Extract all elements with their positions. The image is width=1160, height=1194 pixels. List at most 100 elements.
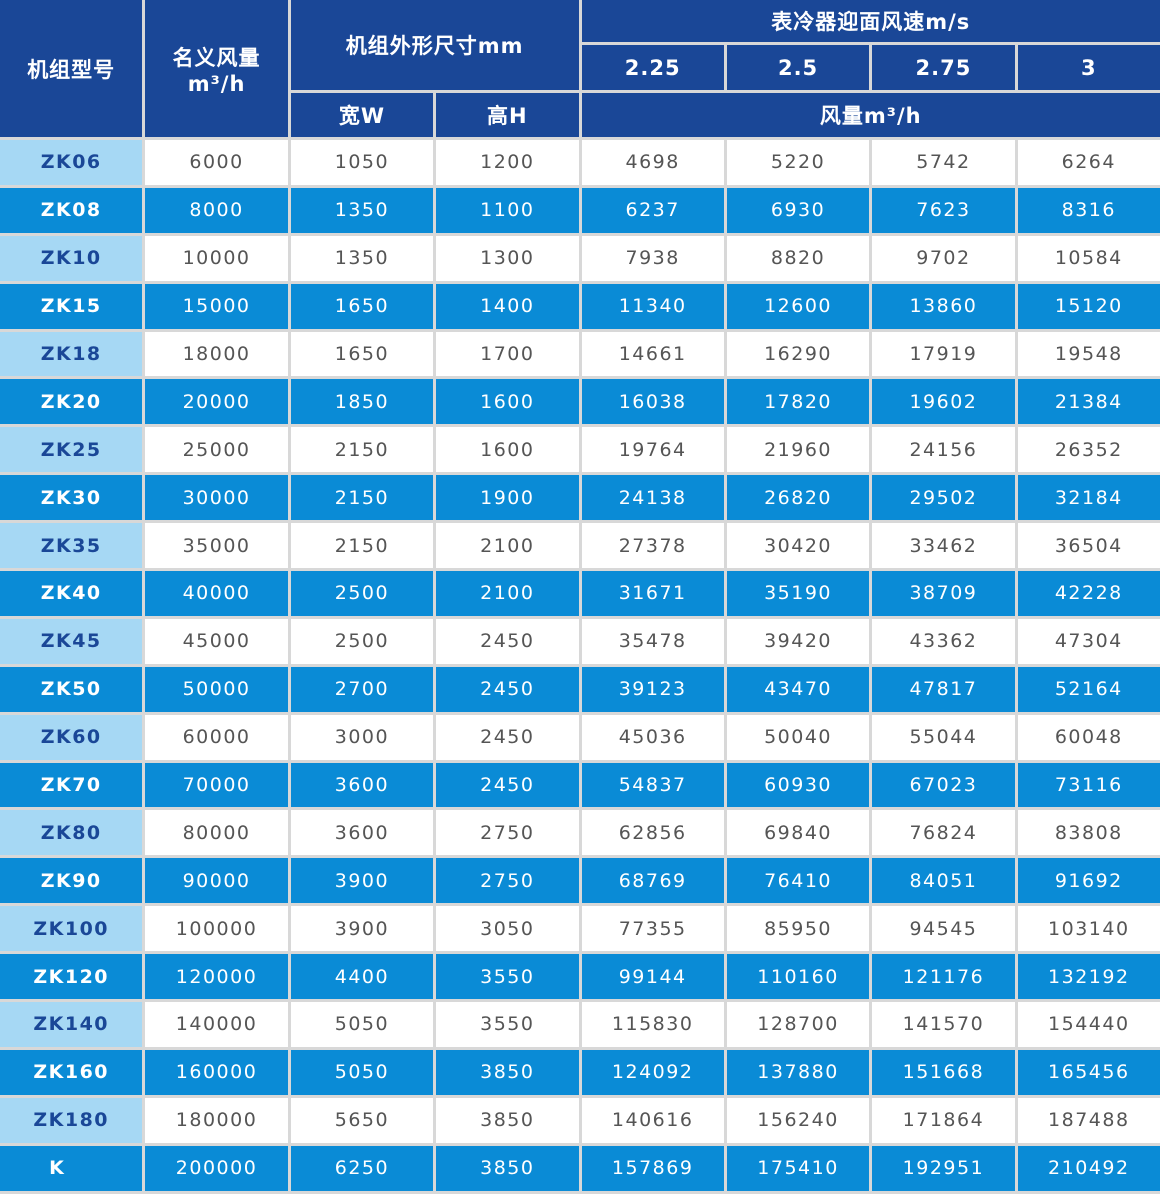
cell-model: ZK45 (0, 619, 142, 664)
cell-airflow-2-75: 67023 (872, 763, 1014, 808)
cell-airflow-2-75: 43362 (872, 619, 1014, 664)
cell-height: 2100 (436, 523, 578, 568)
cell-width: 1350 (291, 188, 433, 233)
cell-model: ZK120 (0, 954, 142, 999)
cell-airflow-3: 32184 (1018, 475, 1160, 520)
cell-width: 1050 (291, 140, 433, 185)
cell-model: ZK18 (0, 332, 142, 377)
cell-airflow-2-25: 62856 (582, 810, 724, 855)
cell-airflow-2-25: 77355 (582, 906, 724, 951)
cell-airflow-2-75: 13860 (872, 284, 1014, 329)
cell-height: 1600 (436, 427, 578, 472)
cell-airflow-2-75: 192951 (872, 1146, 1014, 1191)
cell-nominal-airflow: 35000 (145, 523, 287, 568)
cell-airflow-2-25: 45036 (582, 715, 724, 760)
header-width: 宽W (291, 93, 433, 137)
cell-airflow-2-5: 110160 (727, 954, 869, 999)
cell-airflow-2-5: 128700 (727, 1002, 869, 1047)
cell-airflow-2-5: 43470 (727, 667, 869, 712)
cell-airflow-2-5: 85950 (727, 906, 869, 951)
cell-airflow-2-75: 171864 (872, 1098, 1014, 1143)
cell-height: 1400 (436, 284, 578, 329)
cell-height: 1700 (436, 332, 578, 377)
cell-nominal-airflow: 30000 (145, 475, 287, 520)
cell-airflow-2-75: 5742 (872, 140, 1014, 185)
cell-nominal-airflow: 160000 (145, 1050, 287, 1095)
cell-airflow-2-25: 6237 (582, 188, 724, 233)
header-velocity: 3 (1018, 45, 1160, 90)
cell-airflow-3: 47304 (1018, 619, 1160, 664)
cell-airflow-2-75: 94545 (872, 906, 1014, 951)
cell-airflow-3: 132192 (1018, 954, 1160, 999)
cell-airflow-2-75: 76824 (872, 810, 1014, 855)
cell-model: ZK10 (0, 236, 142, 281)
cell-width: 2700 (291, 667, 433, 712)
cell-width: 1350 (291, 236, 433, 281)
cell-airflow-3: 15120 (1018, 284, 1160, 329)
cell-airflow-2-25: 140616 (582, 1098, 724, 1143)
cell-width: 1650 (291, 284, 433, 329)
cell-width: 3000 (291, 715, 433, 760)
cell-airflow-2-25: 27378 (582, 523, 724, 568)
cell-airflow-2-75: 9702 (872, 236, 1014, 281)
cell-airflow-2-25: 54837 (582, 763, 724, 808)
cell-airflow-2-75: 84051 (872, 858, 1014, 903)
cell-airflow-2-5: 16290 (727, 332, 869, 377)
cell-height: 3050 (436, 906, 578, 951)
cell-model: K (0, 1146, 142, 1191)
header-height: 高H (436, 93, 578, 137)
cell-width: 2500 (291, 619, 433, 664)
cell-airflow-3: 103140 (1018, 906, 1160, 951)
cell-airflow-2-75: 33462 (872, 523, 1014, 568)
cell-airflow-3: 73116 (1018, 763, 1160, 808)
cell-model: ZK08 (0, 188, 142, 233)
cell-airflow-3: 21384 (1018, 379, 1160, 424)
cell-width: 5050 (291, 1050, 433, 1095)
cell-airflow-2-25: 157869 (582, 1146, 724, 1191)
cell-airflow-3: 154440 (1018, 1002, 1160, 1047)
cell-airflow-2-25: 14661 (582, 332, 724, 377)
cell-airflow-3: 10584 (1018, 236, 1160, 281)
cell-airflow-2-25: 16038 (582, 379, 724, 424)
cell-airflow-2-5: 26820 (727, 475, 869, 520)
cell-airflow-3: 52164 (1018, 667, 1160, 712)
cell-nominal-airflow: 8000 (145, 188, 287, 233)
cell-height: 1200 (436, 140, 578, 185)
cell-model: ZK60 (0, 715, 142, 760)
header-velocity: 2.25 (582, 45, 724, 90)
cell-width: 2150 (291, 475, 433, 520)
cell-height: 2100 (436, 571, 578, 616)
cell-airflow-2-5: 175410 (727, 1146, 869, 1191)
cell-airflow-2-75: 19602 (872, 379, 1014, 424)
cell-nominal-airflow: 90000 (145, 858, 287, 903)
cell-height: 2450 (436, 667, 578, 712)
nominal-airflow-unit: m³/h (188, 72, 246, 96)
cell-model: ZK140 (0, 1002, 142, 1047)
cell-airflow-3: 60048 (1018, 715, 1160, 760)
cell-nominal-airflow: 15000 (145, 284, 287, 329)
cell-nominal-airflow: 100000 (145, 906, 287, 951)
cell-nominal-airflow: 80000 (145, 810, 287, 855)
cell-airflow-2-75: 141570 (872, 1002, 1014, 1047)
cell-airflow-2-75: 55044 (872, 715, 1014, 760)
cell-airflow-2-5: 60930 (727, 763, 869, 808)
cell-airflow-2-5: 39420 (727, 619, 869, 664)
cell-airflow-2-25: 35478 (582, 619, 724, 664)
cell-model: ZK90 (0, 858, 142, 903)
cell-airflow-2-5: 35190 (727, 571, 869, 616)
cell-model: ZK30 (0, 475, 142, 520)
